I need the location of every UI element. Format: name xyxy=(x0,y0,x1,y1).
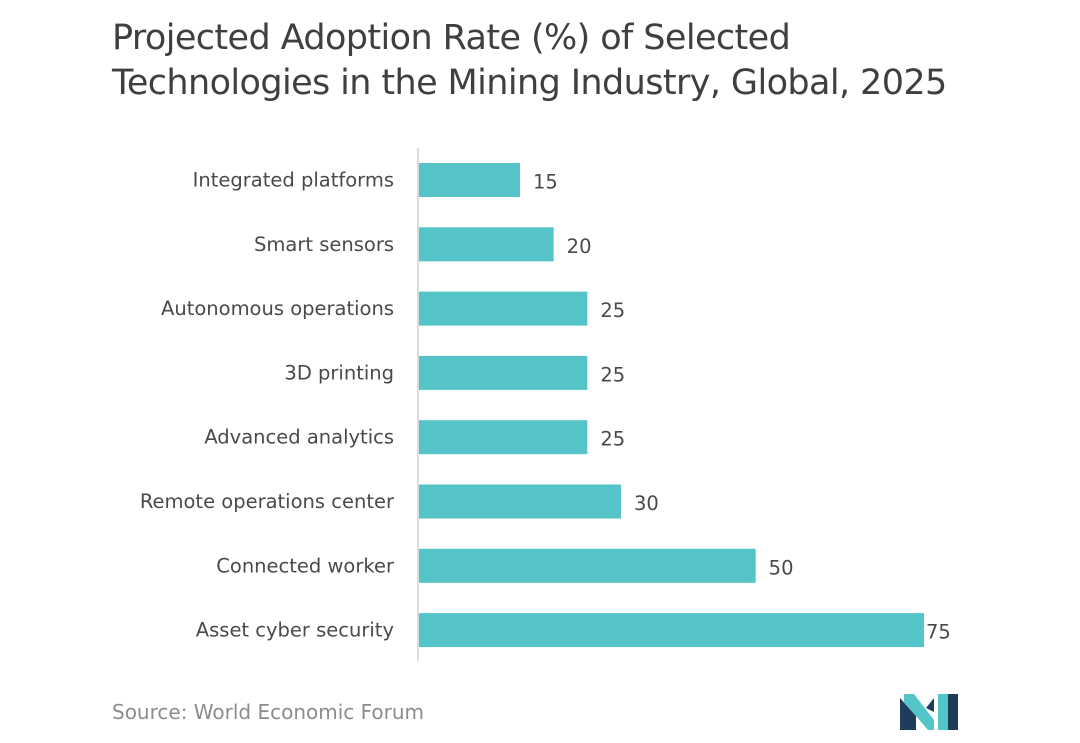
value-label: 30 xyxy=(634,492,659,515)
value-label: 25 xyxy=(600,299,625,322)
bar xyxy=(419,227,554,262)
value-label: 25 xyxy=(600,428,625,451)
source-note: Source: World Economic Forum xyxy=(112,700,425,724)
category-label: Advanced analytics xyxy=(204,426,394,449)
value-label: 50 xyxy=(769,556,794,579)
category-label: 3D printing xyxy=(284,361,394,384)
value-label: 15 xyxy=(533,171,558,194)
bar xyxy=(419,548,756,583)
value-label: 75 xyxy=(926,621,951,644)
bar xyxy=(419,420,588,455)
bar xyxy=(419,355,588,390)
chart-title: Projected Adoption Rate (%) of Selected … xyxy=(112,18,947,103)
category-label: Connected worker xyxy=(216,554,395,577)
value-label: 20 xyxy=(567,235,592,258)
category-label: Smart sensors xyxy=(254,233,394,256)
category-label: Autonomous operations xyxy=(161,297,394,320)
bar xyxy=(419,613,924,648)
category-label: Remote operations center xyxy=(140,490,395,513)
category-label: Asset cyber security xyxy=(196,619,394,642)
mordor-intelligence-logo xyxy=(900,694,958,730)
bar xyxy=(419,163,520,197)
bar xyxy=(419,291,588,326)
category-label: Integrated platforms xyxy=(193,169,394,192)
value-label: 25 xyxy=(600,363,625,386)
bar xyxy=(419,484,621,519)
